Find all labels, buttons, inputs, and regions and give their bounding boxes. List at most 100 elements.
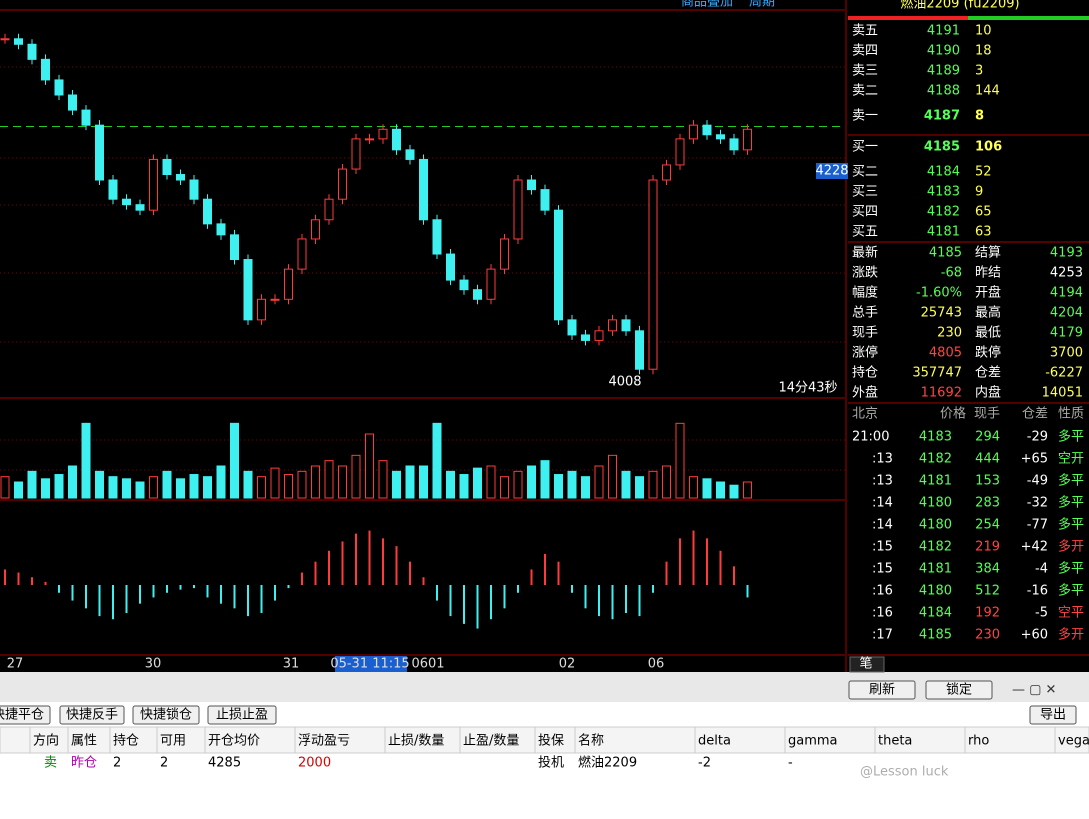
tick-vol: 512	[975, 584, 1000, 599]
candle	[270, 298, 280, 301]
button-label: 刷新	[869, 682, 895, 698]
book-label: 买五	[852, 225, 878, 240]
stat-label: 结算	[975, 246, 1001, 261]
volume-bar	[702, 478, 712, 499]
volume-bar	[635, 476, 644, 499]
candle	[729, 138, 739, 151]
volume-bar	[405, 465, 415, 499]
x-label: 30	[145, 657, 162, 672]
tick-nature: 空平	[1058, 606, 1084, 621]
button[interactable]	[0, 705, 51, 725]
candle	[243, 259, 253, 321]
top-link: 周期	[749, 0, 775, 10]
book-vol: 106	[975, 140, 1002, 155]
volume-bar	[581, 476, 590, 499]
candle	[351, 138, 361, 170]
cursor-price-bg	[816, 163, 848, 179]
button[interactable]	[925, 680, 993, 700]
volume-bar	[68, 465, 77, 499]
volume-bar	[203, 476, 212, 499]
stat-label: 最新	[852, 245, 878, 261]
book-price: 4185	[924, 140, 960, 155]
candle	[108, 179, 118, 200]
candle	[149, 158, 158, 211]
volume-bar	[324, 460, 334, 499]
candle	[621, 319, 631, 332]
tick-nature: 多平	[1058, 495, 1084, 511]
volume-bar	[392, 470, 401, 499]
x-label: 02	[559, 657, 576, 672]
volume-bar	[338, 465, 347, 499]
table-cell: 2	[160, 756, 168, 771]
table-header: 属性	[71, 734, 97, 749]
tick-vol: 192	[975, 606, 1000, 621]
volume-bar	[608, 454, 617, 499]
stat-value: 14051	[1042, 386, 1083, 401]
tick-price: 4181	[919, 474, 952, 489]
watermark: @Lesson luck	[860, 765, 949, 780]
tick-oi: -4	[1035, 562, 1048, 577]
book-label: 卖二	[852, 84, 878, 99]
tick-time: :14	[872, 496, 893, 511]
tick-time: :15	[872, 540, 893, 555]
candle	[446, 253, 455, 281]
button[interactable]	[59, 705, 125, 725]
stat-value: 4253	[1050, 266, 1083, 281]
stat-value: 4805	[929, 346, 962, 361]
table-header: 止盈/数量	[463, 734, 519, 749]
tick-vol: 444	[975, 452, 1000, 467]
stat-label: 外盘	[852, 385, 878, 401]
stat-label: 仓差	[975, 366, 1001, 381]
book-price: 4187	[924, 109, 960, 124]
stat-value: 4204	[1050, 306, 1083, 321]
button[interactable]	[207, 705, 277, 725]
tick-price: 4181	[919, 562, 952, 577]
timer: 14分43秒	[778, 381, 837, 396]
volume-bar	[189, 474, 199, 499]
candle	[257, 298, 266, 321]
table-header: 浮动盈亏	[298, 734, 350, 749]
tick-oi: +60	[1021, 628, 1048, 643]
button[interactable]	[1029, 705, 1077, 725]
candle	[567, 319, 577, 336]
candle	[135, 204, 145, 211]
volume-bar	[689, 476, 698, 499]
table-header: rho	[968, 734, 989, 749]
candle	[500, 238, 509, 270]
book-vol: 9	[975, 185, 983, 200]
candle	[689, 124, 698, 140]
book-label: 买二	[852, 165, 878, 180]
candle	[122, 198, 131, 206]
top-link: 商品叠加	[681, 0, 733, 10]
table-cell: -	[788, 756, 793, 771]
stat-label: 幅度	[852, 285, 878, 301]
volume-bar	[243, 470, 253, 499]
volume-bar	[486, 465, 496, 499]
candle	[54, 79, 64, 96]
tick-price: 4180	[919, 584, 952, 599]
button-label: 快捷平仓	[0, 708, 44, 723]
tick-price: 4180	[919, 496, 952, 511]
volume-bar	[729, 484, 739, 499]
button[interactable]	[132, 705, 200, 725]
button[interactable]	[848, 680, 916, 700]
book-vol: 52	[975, 165, 992, 180]
volume-bar	[81, 422, 91, 499]
stat-value: 4185	[929, 246, 962, 261]
stat-value: 25743	[921, 306, 962, 321]
candle	[189, 179, 199, 200]
table-header-bg	[0, 726, 1089, 754]
button-label: 快捷反手	[66, 708, 118, 723]
title: 燃油2209 (fu2209)	[900, 0, 1019, 12]
tab[interactable]	[849, 656, 885, 673]
stat-label: 跌停	[975, 345, 1001, 361]
candle	[365, 138, 374, 141]
candle	[378, 128, 388, 140]
candle	[648, 179, 658, 370]
volume-bar	[54, 474, 64, 499]
volume-bar	[513, 470, 523, 499]
candle	[41, 58, 50, 81]
candle	[716, 134, 725, 140]
stat-label: 最高	[975, 305, 1001, 321]
